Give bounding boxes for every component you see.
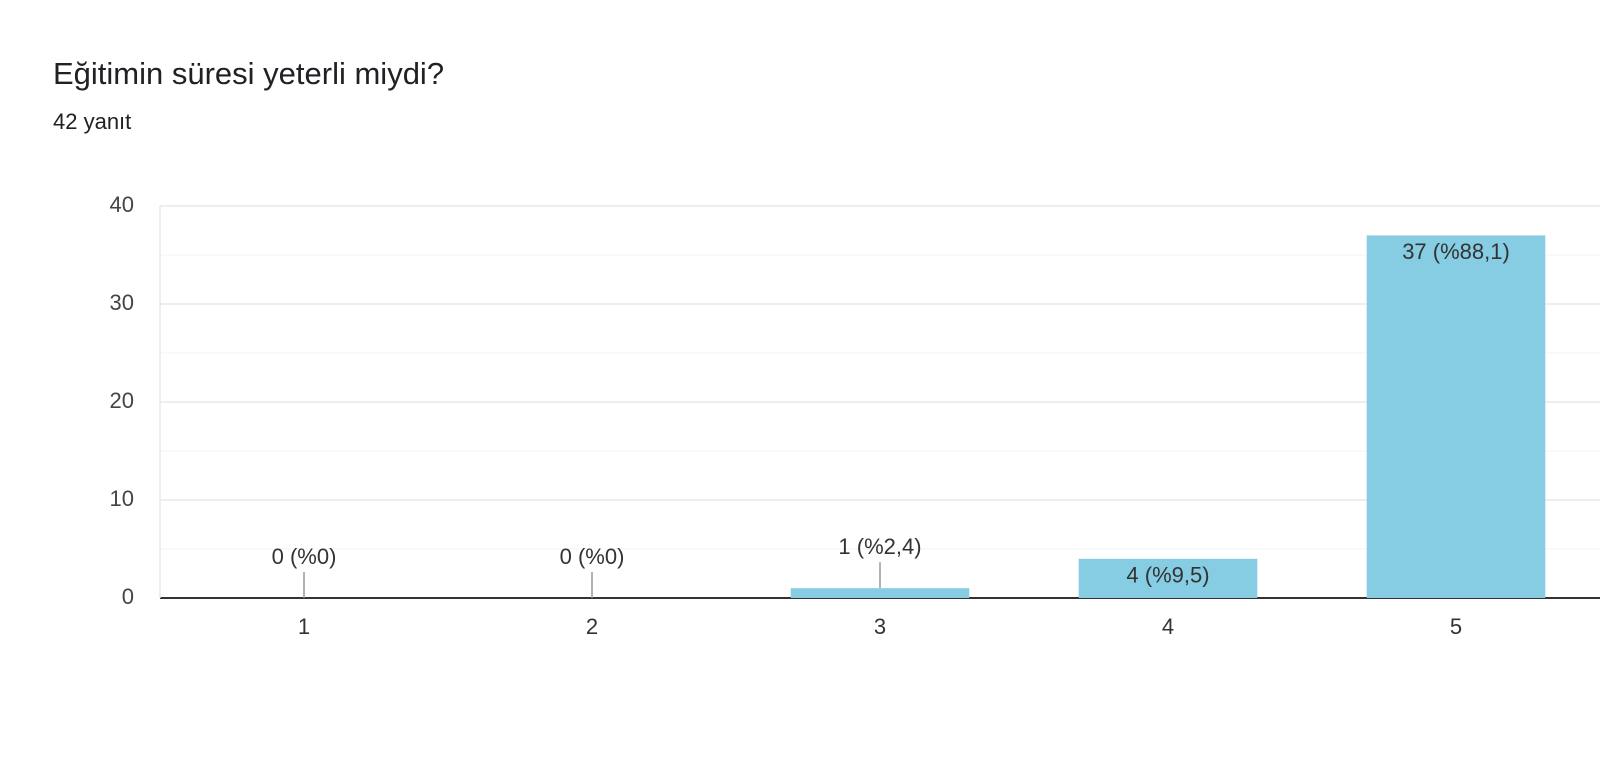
value-label: 0 (%0): [560, 544, 625, 569]
y-tick-label: 40: [110, 192, 134, 217]
y-tick-label: 20: [110, 388, 134, 413]
y-tick-label: 30: [110, 290, 134, 315]
y-tick-label: 10: [110, 486, 134, 511]
bar: [1078, 558, 1258, 598]
x-tick-label: 2: [586, 614, 598, 639]
chart-title: Eğitimin süresi yeterli miydi?: [53, 56, 444, 91]
chart-subtitle: 42 yanıt: [53, 109, 131, 134]
x-tick-label: 1: [298, 614, 310, 639]
value-label: 37 (%88,1): [1402, 239, 1510, 264]
value-label: 1 (%2,4): [838, 534, 921, 559]
y-tick-label: 0: [122, 584, 134, 609]
x-tick-label: 3: [874, 614, 886, 639]
value-label: 4 (%9,5): [1126, 563, 1209, 588]
x-tick-label: 5: [1450, 614, 1462, 639]
bar: [790, 588, 970, 598]
bar: [1366, 235, 1546, 598]
value-label: 0 (%0): [272, 544, 337, 569]
x-tick-label: 4: [1162, 614, 1174, 639]
